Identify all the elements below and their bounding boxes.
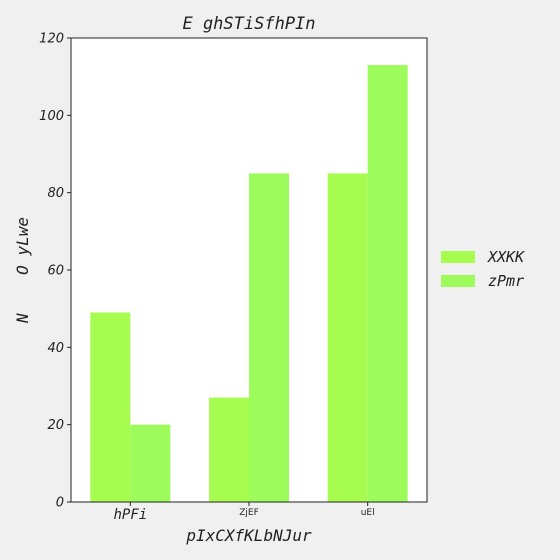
y-axis: 0 20 40 60 80 100 120 [39, 32, 71, 511]
legend: XXKK zPmr [441, 248, 525, 290]
legend-label: zPmr [488, 272, 524, 290]
plot-area [70, 37, 428, 503]
bar-XXKK-ZjEF [209, 397, 249, 502]
y-tick-label: 120 [39, 32, 64, 47]
x-tick-label: uEl [361, 508, 375, 518]
y-tick-label: 0 [56, 496, 64, 511]
bar-zPmr-ZjEF [249, 173, 289, 503]
y-tick-label: 20 [47, 418, 64, 433]
x-tick-label: hPFi [113, 507, 147, 523]
x-tick-label: ZjEF [239, 508, 259, 518]
legend-label: XXKK [487, 248, 525, 266]
y-axis-label: N O yLwe [13, 217, 32, 324]
bar-zPmr-uEl [367, 65, 408, 503]
x-axis: hPFi ZjEF uEl [113, 502, 375, 523]
legend-swatch-zPmr [441, 275, 475, 287]
bar-XXKK-hPFi [90, 312, 131, 502]
x-axis-label: pIxCXfKLbNJur [185, 526, 312, 545]
y-tick-label: 80 [47, 186, 64, 201]
bar-XXKK-uEl [327, 173, 368, 503]
chart-title: E ghSTiSfhPIn [182, 14, 315, 34]
y-tick-label: 60 [47, 264, 64, 279]
legend-swatch-XXKK [441, 251, 475, 263]
bar-zPmr-hPFi [130, 424, 171, 502]
y-tick-label: 40 [47, 341, 64, 356]
y-tick-label: 100 [39, 109, 64, 124]
bars-group [90, 65, 408, 503]
